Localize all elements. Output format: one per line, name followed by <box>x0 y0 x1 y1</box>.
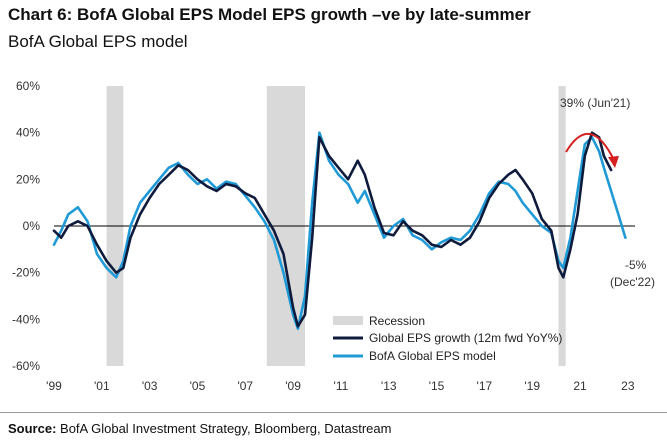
y-tick-label: 60% <box>16 79 40 93</box>
x-axis: '99 '01 '03 '05 '07 '09 '11 '13 '15 '17 '19 21 23 <box>46 379 635 393</box>
annotation-end-value: -5% <box>625 258 647 272</box>
y-axis: -60% -40% -20% 0% 20% 40% 60% <box>12 79 40 373</box>
y-tick-label: 20% <box>16 172 40 186</box>
chart-subtitle: BofA Global EPS model <box>8 32 188 51</box>
x-tick-label: '99 <box>46 379 62 393</box>
y-tick-label: 40% <box>16 126 40 140</box>
legend-swatch-recession <box>333 316 363 325</box>
source-label: Source: <box>8 421 57 436</box>
x-tick-label: '03 <box>142 379 158 393</box>
x-tick-label: 23 <box>621 379 635 393</box>
series-lines <box>52 131 627 331</box>
footer-divider <box>0 412 667 413</box>
annotation-end-date: (Dec'22) <box>610 275 655 289</box>
x-tick-label: '13 <box>381 379 397 393</box>
chart-title: Chart 6: BofA Global EPS Model EPS growt… <box>8 5 531 24</box>
annotation-arrow <box>565 133 615 161</box>
x-tick-label: '09 <box>285 379 301 393</box>
x-tick-label: '15 <box>429 379 445 393</box>
y-tick-label: 0% <box>23 219 41 233</box>
legend: Recession Global EPS growth (12m fwd YoY… <box>333 314 562 363</box>
y-tick-label: -20% <box>12 266 40 280</box>
x-tick-label: '11 <box>334 379 349 393</box>
y-tick-label: -40% <box>12 312 40 326</box>
annotation-arrowhead <box>608 156 619 168</box>
annotation-peak-label: 39% (Jun'21) <box>560 96 630 110</box>
source-note: Source: BofA Global Investment Strategy,… <box>8 421 391 436</box>
series-line-bofa-model <box>52 131 627 331</box>
legend-label-recession: Recession <box>369 314 425 328</box>
x-tick-label: '17 <box>477 379 493 393</box>
x-tick-label: '05 <box>190 379 206 393</box>
y-tick-label: -60% <box>12 359 40 373</box>
legend-label-bofa-model: BofA Global EPS model <box>369 349 496 363</box>
x-tick-label: '07 <box>237 379 253 393</box>
legend-label-global-eps: Global EPS growth (12m fwd YoY%) <box>369 331 562 345</box>
x-tick-label: '01 <box>94 379 110 393</box>
chart-plot: -60%-40%-20%0%20%40%60% '99'01'03'05'07 '… <box>12 79 655 393</box>
series-line-global-eps-growth <box>52 131 613 328</box>
x-tick-label: 21 <box>573 379 587 393</box>
x-tick-label: '19 <box>524 379 540 393</box>
source-text: BofA Global Investment Strategy, Bloombe… <box>60 421 392 436</box>
